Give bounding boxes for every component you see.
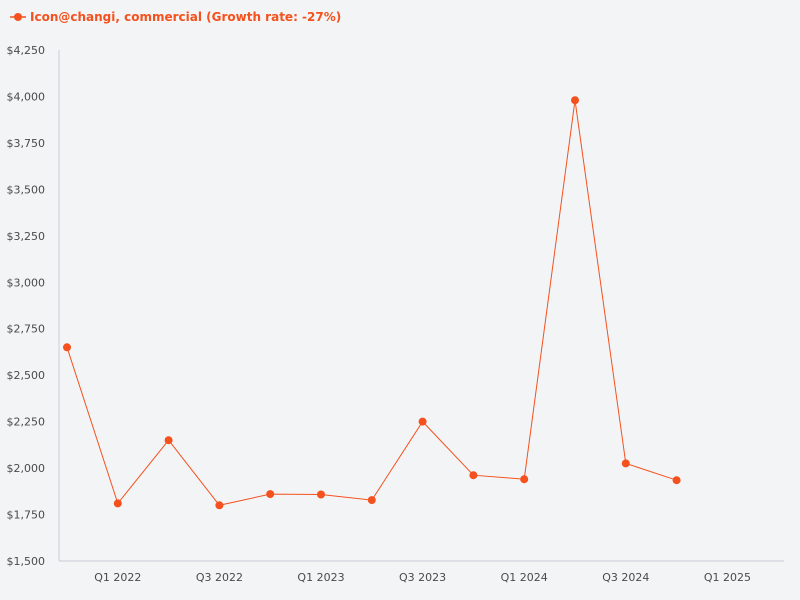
y-tick-label: $3,000 xyxy=(7,276,46,289)
data-point[interactable] xyxy=(164,436,173,445)
y-tick-label: $2,250 xyxy=(7,416,46,429)
x-tick-label: Q1 2025 xyxy=(704,571,751,584)
x-tick-label: Q3 2023 xyxy=(399,571,446,584)
legend-label: Icon@changi, commercial (Growth rate: -2… xyxy=(30,10,341,24)
y-tick-label: $3,750 xyxy=(7,137,46,150)
data-point[interactable] xyxy=(469,471,478,480)
x-tick-label: Q1 2024 xyxy=(501,571,548,584)
series-line xyxy=(66,100,677,506)
data-point[interactable] xyxy=(317,490,325,499)
y-axis-ticks: $1,500 $1,750 $2,000 $2,250 $2,500 $2,750 $3,0… xyxy=(7,44,46,568)
data-point[interactable] xyxy=(215,501,224,510)
data-point[interactable] xyxy=(571,96,579,105)
x-tick-label: Q1 2023 xyxy=(297,571,344,584)
y-tick-label: $2,500 xyxy=(7,369,46,382)
y-tick-label: $3,250 xyxy=(7,230,46,243)
data-point[interactable] xyxy=(113,499,122,508)
legend-marker xyxy=(14,13,22,21)
y-tick-label: $3,500 xyxy=(7,183,46,196)
data-point[interactable] xyxy=(367,496,376,505)
x-tick-label: Q3 2024 xyxy=(602,571,649,584)
x-tick-label: Q1 2022 xyxy=(94,571,141,584)
data-point[interactable] xyxy=(672,476,681,485)
y-tick-label: $1,750 xyxy=(7,509,46,522)
x-axis-ticks: Q1 2022 Q3 2022 Q1 2023 Q3 2023 Q1 2024 Q3 20… xyxy=(94,571,751,584)
y-tick-label: $4,250 xyxy=(7,44,46,57)
y-tick-label: $1,500 xyxy=(7,555,46,568)
y-tick-label: $2,750 xyxy=(7,323,46,336)
data-point[interactable] xyxy=(520,475,529,484)
data-point[interactable] xyxy=(621,459,630,468)
legend[interactable]: Icon@changi, commercial (Growth rate: -2… xyxy=(10,10,341,24)
data-points xyxy=(63,96,681,510)
x-tick-label: Q3 2022 xyxy=(196,571,243,584)
data-point[interactable] xyxy=(418,417,427,426)
data-point[interactable] xyxy=(63,343,71,352)
y-tick-label: $4,000 xyxy=(7,90,46,103)
data-point[interactable] xyxy=(266,490,275,499)
y-tick-label: $2,000 xyxy=(7,462,46,475)
